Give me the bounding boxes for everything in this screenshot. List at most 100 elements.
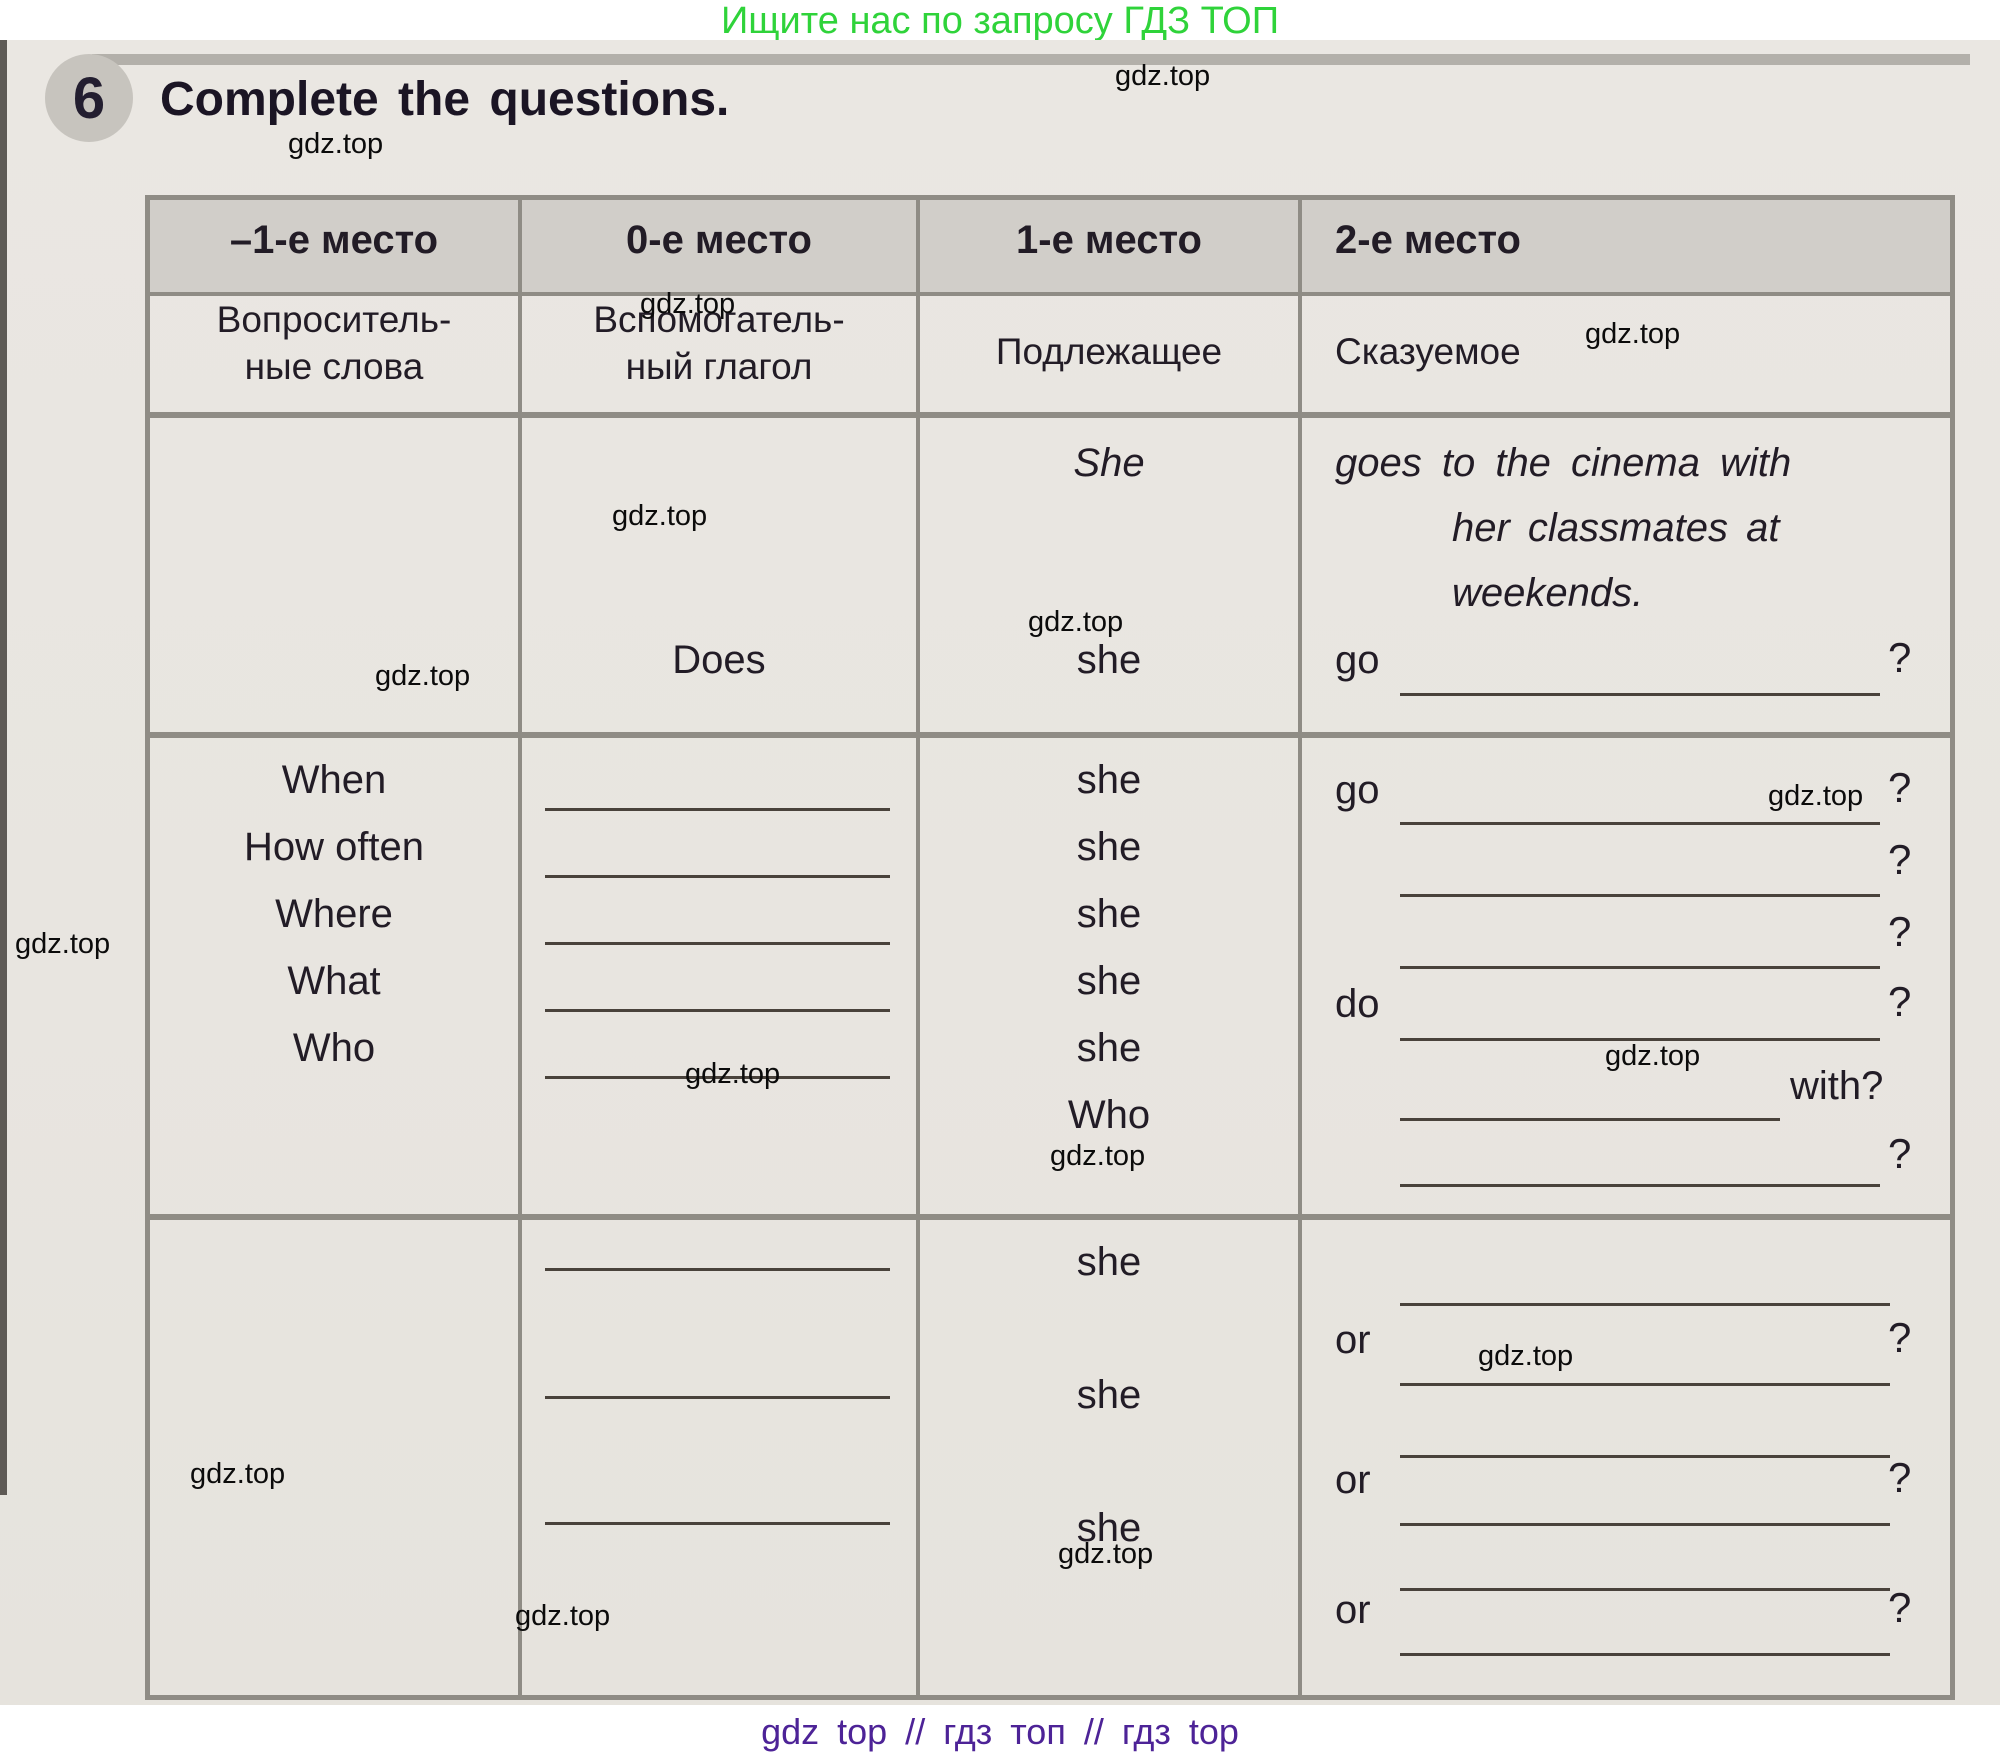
conjunction-or: or (1335, 1588, 1371, 1632)
answer-line (545, 1009, 890, 1012)
subject-she: she (1076, 1240, 1142, 1284)
answer-line (545, 942, 890, 945)
watermark-gdz-top: gdz.top (515, 1600, 611, 1632)
answer-line (1400, 1303, 1890, 1306)
example-predicate-line-1: goes to the cinema with (1335, 441, 1792, 485)
watermark-gdz-top: gdz.top (1478, 1340, 1574, 1372)
answer-line (545, 1522, 890, 1525)
watermark-gdz-top: gdz.top (1115, 60, 1211, 92)
page-scan-background (0, 40, 2000, 1705)
question-mark: ? (1888, 1584, 1912, 1631)
question-mark: ? (1888, 908, 1912, 955)
example-predicate-line-2: her classmates at (1452, 506, 1780, 550)
column-header-role-4: Сказуемое (1335, 331, 1521, 372)
answer-line (1400, 894, 1880, 897)
column-header-role-1-line-2: ные слова (244, 346, 424, 387)
watermark-gdz-top: gdz.top (375, 660, 471, 692)
answer-line (1400, 1184, 1880, 1187)
answer-line (545, 808, 890, 811)
answer-line (1400, 966, 1880, 969)
answer-line (1400, 1653, 1890, 1656)
column-header-place-4: 2-е место (1335, 218, 1521, 262)
answer-line (1400, 1588, 1890, 1591)
column-header-place-1: –1-е место (229, 218, 439, 262)
answer-line (1400, 1038, 1880, 1041)
exercise-number: 6 (72, 65, 106, 131)
watermark-gdz-top: gdz.top (15, 928, 111, 960)
answer-line (545, 1396, 890, 1399)
column-header-place-3: 1-е место (1016, 218, 1202, 262)
column-header-role-2-line-2: ный глагол (625, 346, 813, 387)
subject-she: she (1076, 825, 1142, 869)
question-mark: ? (1888, 1314, 1912, 1361)
exercise-title: Complete the questions. (160, 73, 730, 126)
table-header-row-background (150, 200, 1950, 292)
subject-she: she (1076, 638, 1142, 682)
answer-line (545, 875, 890, 878)
column-header-role-1-line-1: Вопроситель- (216, 299, 452, 340)
table-gridline-vertical (1298, 200, 1302, 1695)
watermark-gdz-top: gdz.top (288, 128, 384, 160)
table-gridline-horizontal (150, 1214, 1950, 1220)
subject-who: Who (1067, 1093, 1151, 1137)
footer-promo-text: gdz top // гдз топ // гдз top (761, 1711, 1239, 1752)
answer-line (1400, 1383, 1890, 1386)
verb-go: go (1335, 638, 1380, 682)
watermark-gdz-top: gdz.top (190, 1458, 286, 1490)
watermark-gdz-top: gdz.top (1058, 1538, 1154, 1570)
answer-line (1400, 1455, 1890, 1458)
verb-do: do (1335, 982, 1380, 1026)
column-header-role-2: Вспомогатель- ный глагол (522, 296, 916, 390)
question-mark: ? (1888, 1454, 1912, 1501)
question-word-who: Who (292, 1026, 376, 1070)
question-word-what: What (287, 959, 381, 1003)
table-gridline-horizontal (150, 412, 1950, 418)
column-header-role-2-line-1: Вспомогатель- (593, 299, 845, 340)
answer-line (1400, 822, 1880, 825)
subject-she: she (1076, 1026, 1142, 1070)
subject-she: she (1076, 892, 1142, 936)
watermark-gdz-top: gdz.top (640, 288, 736, 320)
question-word-how-often: How often (243, 825, 425, 869)
verb-go: go (1335, 768, 1380, 812)
exercise-number-badge: 6 (45, 54, 133, 142)
subject-she: she (1076, 758, 1142, 802)
table-gridline-horizontal (150, 732, 1950, 738)
example-predicate-line-3: weekends. (1452, 571, 1644, 615)
column-header-role-3: Подлежащее (995, 331, 1223, 372)
conjunction-or: or (1335, 1458, 1371, 1502)
suffix-with-question: with? (1790, 1064, 1884, 1108)
column-header-place-2: 0-е место (626, 218, 812, 262)
question-word-when: When (281, 758, 387, 802)
subject-she: she (1076, 1506, 1142, 1550)
subject-she: she (1076, 959, 1142, 1003)
grammar-table (145, 195, 1955, 1700)
table-gridline-vertical (518, 200, 522, 1695)
watermark-gdz-top: gdz.top (1050, 1140, 1146, 1172)
watermark-gdz-top: gdz.top (612, 500, 708, 532)
auxiliary-does: Does (672, 638, 766, 682)
answer-line (1400, 1523, 1890, 1526)
column-header-role-1: Вопроситель- ные слова (150, 296, 518, 390)
subject-she: she (1076, 1373, 1142, 1417)
answer-line (545, 1076, 890, 1079)
question-mark: ? (1888, 978, 1912, 1025)
question-mark: ? (1888, 764, 1912, 811)
table-gridline-horizontal (150, 292, 1950, 296)
exercise-header-band (92, 54, 1970, 65)
conjunction-or: or (1335, 1318, 1371, 1362)
watermark-gdz-top: gdz.top (1028, 606, 1124, 638)
example-subject: She (1073, 441, 1145, 485)
watermark-gdz-top: gdz.top (1605, 1040, 1701, 1072)
answer-line (1400, 693, 1880, 696)
promo-banner-text: Ищите нас по запросу ГДЗ ТОП (720, 0, 1280, 42)
question-word-where: Where (275, 892, 393, 936)
question-mark: ? (1888, 1130, 1912, 1177)
watermark-gdz-top: gdz.top (685, 1058, 781, 1090)
watermark-gdz-top: gdz.top (1768, 780, 1864, 812)
question-mark: ? (1888, 836, 1912, 883)
watermark-gdz-top: gdz.top (1585, 318, 1681, 350)
scan-edge-shadow (0, 40, 7, 1495)
table-gridline-vertical (916, 200, 920, 1695)
